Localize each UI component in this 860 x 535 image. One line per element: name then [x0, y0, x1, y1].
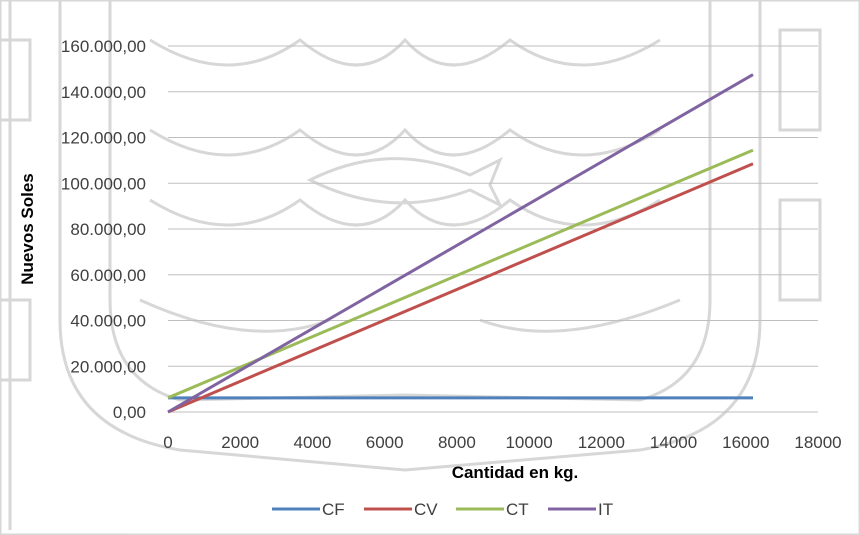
x-tick-label: 18000 [794, 433, 841, 452]
plot-area: 0,00 20.000,00 40.000,00 60.000,00 80.000,00… [61, 37, 842, 452]
y-tick-label: 40.000,00 [70, 312, 146, 331]
x-tick-label: 16000 [722, 433, 769, 452]
y-axis-title: Nuevos Soles [18, 173, 37, 285]
legend-label-cf: CF [322, 500, 345, 519]
legend: CF CV CT IT [272, 500, 613, 519]
y-tick-label: 100.000,00 [61, 174, 146, 193]
x-tick-label: 10000 [505, 433, 552, 452]
y-tick-label: 20.000,00 [70, 357, 146, 376]
x-tick-label: 6000 [366, 433, 404, 452]
y-tick-label: 80.000,00 [70, 220, 146, 239]
x-tick-label: 4000 [294, 433, 332, 452]
series-line-it [167, 73, 754, 414]
legend-label-ct: CT [506, 500, 529, 519]
legend-label-it: IT [598, 500, 613, 519]
x-tick-label: 2000 [221, 433, 259, 452]
series-line-cv [167, 162, 754, 414]
x-axis-title: Cantidad en kg. [452, 463, 579, 482]
x-tick-label: 12000 [578, 433, 625, 452]
x-tick-label: 14000 [650, 433, 697, 452]
y-tick-label: 120.000,00 [61, 129, 146, 148]
y-tick-label: 160.000,00 [61, 37, 146, 56]
x-tick-label: 0 [163, 433, 172, 452]
x-tick-label: 8000 [438, 433, 476, 452]
y-tick-label: 60.000,00 [70, 266, 146, 285]
y-tick-label: 140.000,00 [61, 83, 146, 102]
legend-label-cv: CV [414, 500, 438, 519]
y-tick-label: 0,00 [113, 403, 146, 422]
